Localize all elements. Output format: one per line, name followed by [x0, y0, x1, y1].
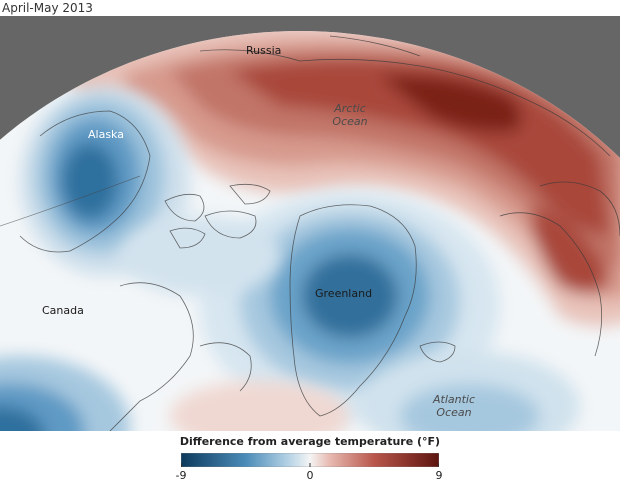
arctic-ocean-label-line2: Ocean — [332, 115, 368, 128]
legend-tick-label-max: 9 — [435, 469, 443, 482]
legend-tick-label-zero: 0 — [306, 469, 314, 482]
map-title: April-May 2013 — [2, 1, 93, 15]
legend-title: Difference from average temperature (°F) — [179, 435, 441, 448]
atlantic-ocean-label-line2: Ocean — [436, 406, 472, 419]
atlantic-ocean-label: Atlantic Ocean — [428, 393, 480, 419]
coastlines — [19, 35, 620, 431]
color-legend: Difference from average temperature (°F)… — [0, 431, 620, 483]
canada-label: Canada — [42, 304, 84, 317]
globe-surface — [0, 31, 620, 431]
temperature-anomaly-map — [0, 16, 620, 431]
greenland-label: Greenland — [315, 287, 373, 300]
atlantic-ocean-label-line1: Atlantic — [432, 393, 476, 406]
border-lines — [0, 175, 141, 227]
arctic-ocean-label: Arctic Ocean — [330, 102, 370, 128]
legend-colorbar — [181, 453, 439, 467]
russia-label: Russia — [246, 44, 282, 57]
legend-gradient-fill — [181, 453, 439, 467]
arctic-ocean-label-line1: Arctic — [334, 102, 366, 115]
canada-south-cold-region — [0, 356, 130, 431]
title-bar: April-May 2013 — [0, 0, 620, 16]
canada-north-cool-region — [120, 216, 280, 296]
legend-tick-label-min: -9 — [175, 469, 187, 482]
map-area: Russia Alaska Arctic Ocean Canada Greenl… — [0, 16, 620, 431]
alaska-label: Alaska — [88, 128, 124, 141]
warm-anomaly-region — [60, 31, 620, 326]
atlantic-cool-region — [360, 351, 580, 431]
